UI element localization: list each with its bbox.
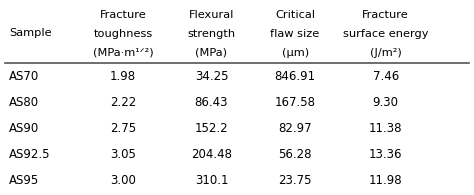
Text: 9.30: 9.30 (373, 96, 399, 109)
Text: 3.00: 3.00 (110, 174, 136, 187)
Text: Fracture: Fracture (100, 10, 146, 20)
Text: AS90: AS90 (9, 121, 40, 135)
Text: 23.75: 23.75 (278, 174, 312, 187)
Text: 2.75: 2.75 (110, 121, 136, 135)
Text: 167.58: 167.58 (274, 96, 316, 109)
Text: 34.25: 34.25 (195, 70, 228, 83)
Text: 11.38: 11.38 (369, 121, 402, 135)
Text: 2.22: 2.22 (110, 96, 137, 109)
Text: 1.98: 1.98 (110, 70, 136, 83)
Text: (MPa·m¹ᐟ²): (MPa·m¹ᐟ²) (93, 48, 154, 58)
Text: AS70: AS70 (9, 70, 40, 83)
Text: (J/m²): (J/m²) (370, 48, 401, 58)
Text: Flexural: Flexural (189, 10, 234, 20)
Text: 204.48: 204.48 (191, 148, 232, 160)
Text: AS80: AS80 (9, 96, 39, 109)
Text: 3.05: 3.05 (110, 148, 136, 160)
Text: AS92.5: AS92.5 (9, 148, 51, 160)
Text: Fracture: Fracture (362, 10, 409, 20)
Text: flaw size: flaw size (271, 29, 319, 39)
Text: Critical: Critical (275, 10, 315, 20)
Text: 7.46: 7.46 (373, 70, 399, 83)
Text: surface energy: surface energy (343, 29, 428, 39)
Text: Sample: Sample (9, 27, 52, 37)
Text: toughness: toughness (93, 29, 153, 39)
Text: (μm): (μm) (282, 48, 309, 58)
Text: 13.36: 13.36 (369, 148, 402, 160)
Text: (MPa): (MPa) (195, 48, 228, 58)
Text: 152.2: 152.2 (195, 121, 228, 135)
Text: strength: strength (187, 29, 236, 39)
Text: 846.91: 846.91 (274, 70, 316, 83)
Text: 86.43: 86.43 (195, 96, 228, 109)
Text: 82.97: 82.97 (278, 121, 312, 135)
Text: 11.98: 11.98 (369, 174, 402, 187)
Text: AS95: AS95 (9, 174, 40, 187)
Text: 310.1: 310.1 (195, 174, 228, 187)
Text: 56.28: 56.28 (278, 148, 312, 160)
